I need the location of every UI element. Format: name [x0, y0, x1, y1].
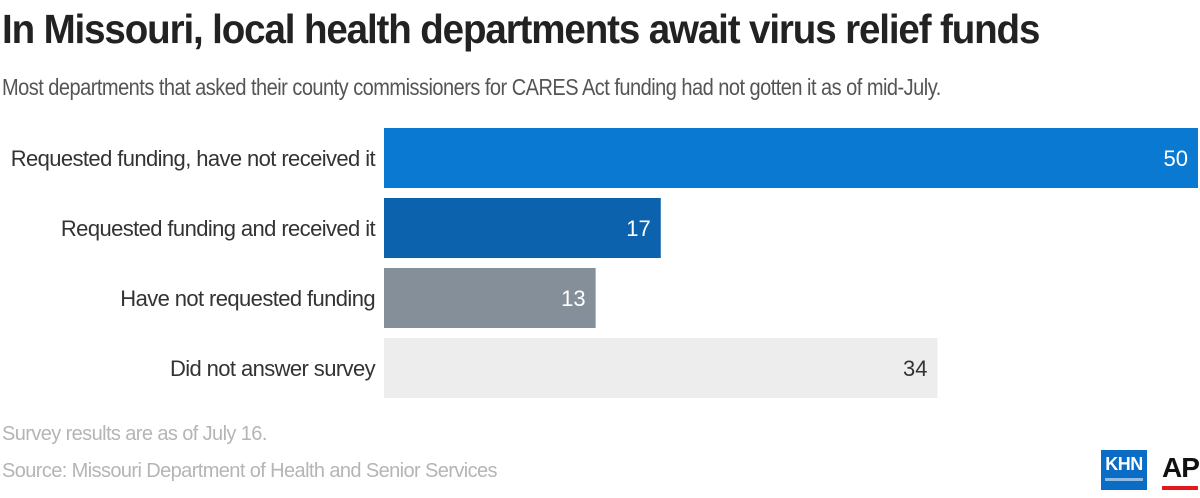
- ap-logo-accent: [1162, 486, 1198, 490]
- source-credit: Source: Missouri Department of Health an…: [2, 460, 498, 482]
- value-label-0: 50: [1164, 146, 1188, 171]
- category-label-2: Have not requested funding: [120, 286, 375, 311]
- bar-2: [384, 268, 596, 328]
- category-label-0: Requested funding, have not received it: [11, 146, 376, 171]
- ap-logo-text: AP: [1162, 452, 1200, 483]
- bar-3: [384, 338, 938, 398]
- value-label-3: 34: [903, 356, 927, 381]
- category-label-1: Requested funding and received it: [61, 216, 376, 241]
- bar-chart: Requested funding, have not received it 5…: [11, 128, 1198, 398]
- chart-subtitle: Most departments that asked their county…: [2, 74, 941, 100]
- value-label-1: 17: [626, 216, 650, 241]
- khn-logo-text: KHN: [1105, 454, 1143, 474]
- khn-logo: KHN: [1101, 450, 1147, 490]
- ap-logo: AP: [1160, 450, 1200, 490]
- survey-note: Survey results are as of July 16.: [2, 423, 267, 445]
- category-label-3: Did not answer survey: [170, 356, 376, 381]
- khn-logo-subline: [1105, 478, 1143, 481]
- bar-1: [384, 198, 661, 258]
- bar-0: [384, 128, 1198, 188]
- chart-title: In Missouri, local health departments aw…: [2, 6, 1040, 52]
- value-label-2: 13: [561, 286, 585, 311]
